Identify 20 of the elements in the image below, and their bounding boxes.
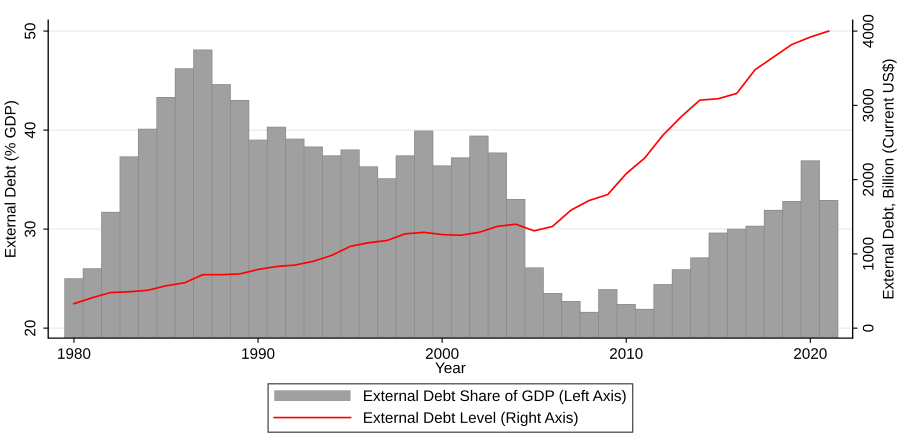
y2-tick-label: 3000 — [862, 88, 874, 122]
y-tick-label: 30 — [24, 221, 36, 238]
y2-tick-label: 2000 — [862, 163, 874, 196]
legend-label: External Debt Level (Right Axis) — [364, 412, 578, 426]
y-tick-label: 40 — [24, 122, 36, 138]
y-axis-title: External Debt (% GDP) — [4, 101, 19, 257]
x-tick-label: 1980 — [58, 348, 90, 359]
line-series — [73, 30, 830, 304]
x-tick-label: 2020 — [794, 348, 827, 359]
x-tick-label: 2010 — [610, 348, 643, 359]
y-tick-label: 50 — [24, 23, 36, 39]
x-tick-label: 1990 — [242, 348, 274, 359]
y2-axis-title: External Debt, Billion (Current US$) — [882, 59, 897, 298]
x-tick-label: 2000 — [426, 348, 459, 359]
y2-tick-label: 4000 — [862, 14, 874, 48]
y2-tick-label: 0 — [862, 324, 874, 332]
y2-tick-label: 1000 — [862, 237, 874, 270]
y-tick-label: 20 — [24, 320, 36, 336]
x-axis-title: Year — [435, 362, 466, 374]
legend-label: External Debt Share of GDP (Left Axis) — [364, 390, 626, 404]
